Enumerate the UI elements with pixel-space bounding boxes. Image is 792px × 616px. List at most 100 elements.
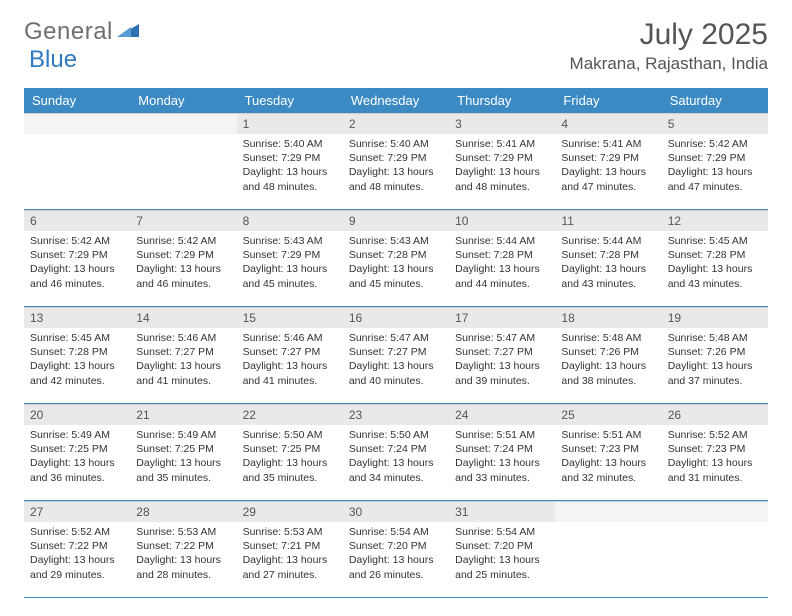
day-number: 20 xyxy=(24,404,130,425)
day-details: Sunrise: 5:45 AMSunset: 7:28 PMDaylight:… xyxy=(662,231,768,306)
day-details: Sunrise: 5:51 AMSunset: 7:24 PMDaylight:… xyxy=(449,425,555,500)
calendar-row: 6Sunrise: 5:42 AMSunset: 7:29 PMDaylight… xyxy=(24,210,768,307)
weekday-header: Tuesday xyxy=(237,88,343,113)
calendar-cell: 29Sunrise: 5:53 AMSunset: 7:21 PMDayligh… xyxy=(237,501,343,598)
day-details: Sunrise: 5:48 AMSunset: 7:26 PMDaylight:… xyxy=(555,328,661,403)
calendar-cell-empty: . xyxy=(662,501,768,598)
day-number: 1 xyxy=(237,113,343,134)
calendar-cell: 17Sunrise: 5:47 AMSunset: 7:27 PMDayligh… xyxy=(449,307,555,404)
logo-triangle-icon xyxy=(117,18,139,46)
calendar-cell: 18Sunrise: 5:48 AMSunset: 7:26 PMDayligh… xyxy=(555,307,661,404)
day-details: Sunrise: 5:53 AMSunset: 7:21 PMDaylight:… xyxy=(237,522,343,597)
calendar-row: 20Sunrise: 5:49 AMSunset: 7:25 PMDayligh… xyxy=(24,404,768,501)
day-number: 26 xyxy=(662,404,768,425)
calendar-cell: 2Sunrise: 5:40 AMSunset: 7:29 PMDaylight… xyxy=(343,113,449,210)
day-number: 14 xyxy=(130,307,236,328)
day-number: 7 xyxy=(130,210,236,231)
month-title: July 2025 xyxy=(570,18,768,52)
calendar-cell: 12Sunrise: 5:45 AMSunset: 7:28 PMDayligh… xyxy=(662,210,768,307)
calendar-cell-empty: . xyxy=(130,113,236,210)
day-details: Sunrise: 5:51 AMSunset: 7:23 PMDaylight:… xyxy=(555,425,661,500)
day-details: Sunrise: 5:42 AMSunset: 7:29 PMDaylight:… xyxy=(662,134,768,209)
day-number: 21 xyxy=(130,404,236,425)
title-block: July 2025 Makrana, Rajasthan, India xyxy=(570,18,768,74)
calendar-row: 27Sunrise: 5:52 AMSunset: 7:22 PMDayligh… xyxy=(24,501,768,598)
weekday-header: Wednesday xyxy=(343,88,449,113)
day-details: Sunrise: 5:47 AMSunset: 7:27 PMDaylight:… xyxy=(449,328,555,403)
day-details: Sunrise: 5:42 AMSunset: 7:29 PMDaylight:… xyxy=(130,231,236,306)
calendar-cell: 5Sunrise: 5:42 AMSunset: 7:29 PMDaylight… xyxy=(662,113,768,210)
day-details: Sunrise: 5:40 AMSunset: 7:29 PMDaylight:… xyxy=(343,134,449,209)
logo-text-2: Blue xyxy=(29,46,77,74)
day-number: 25 xyxy=(555,404,661,425)
day-details: Sunrise: 5:42 AMSunset: 7:29 PMDaylight:… xyxy=(24,231,130,306)
day-number: 31 xyxy=(449,501,555,522)
day-number: 13 xyxy=(24,307,130,328)
day-number: 12 xyxy=(662,210,768,231)
calendar-cell: 15Sunrise: 5:46 AMSunset: 7:27 PMDayligh… xyxy=(237,307,343,404)
day-details: Sunrise: 5:47 AMSunset: 7:27 PMDaylight:… xyxy=(343,328,449,403)
day-number: 17 xyxy=(449,307,555,328)
calendar-table: SundayMondayTuesdayWednesdayThursdayFrid… xyxy=(24,88,768,598)
logo-text-1: General xyxy=(24,18,113,46)
day-number: 19 xyxy=(662,307,768,328)
day-number: 8 xyxy=(237,210,343,231)
day-number: 9 xyxy=(343,210,449,231)
calendar-cell: 10Sunrise: 5:44 AMSunset: 7:28 PMDayligh… xyxy=(449,210,555,307)
day-details: Sunrise: 5:41 AMSunset: 7:29 PMDaylight:… xyxy=(449,134,555,209)
day-details: Sunrise: 5:41 AMSunset: 7:29 PMDaylight:… xyxy=(555,134,661,209)
calendar-cell: 28Sunrise: 5:53 AMSunset: 7:22 PMDayligh… xyxy=(130,501,236,598)
calendar-cell: 1Sunrise: 5:40 AMSunset: 7:29 PMDaylight… xyxy=(237,113,343,210)
day-number: 11 xyxy=(555,210,661,231)
calendar-cell: 8Sunrise: 5:43 AMSunset: 7:29 PMDaylight… xyxy=(237,210,343,307)
calendar-cell: 7Sunrise: 5:42 AMSunset: 7:29 PMDaylight… xyxy=(130,210,236,307)
calendar-cell: 27Sunrise: 5:52 AMSunset: 7:22 PMDayligh… xyxy=(24,501,130,598)
calendar-cell: 3Sunrise: 5:41 AMSunset: 7:29 PMDaylight… xyxy=(449,113,555,210)
day-number: 6 xyxy=(24,210,130,231)
calendar-cell: 14Sunrise: 5:46 AMSunset: 7:27 PMDayligh… xyxy=(130,307,236,404)
day-number: 29 xyxy=(237,501,343,522)
day-number: 10 xyxy=(449,210,555,231)
weekday-header: Friday xyxy=(555,88,661,113)
calendar-cell: 9Sunrise: 5:43 AMSunset: 7:28 PMDaylight… xyxy=(343,210,449,307)
weekday-header: Saturday xyxy=(662,88,768,113)
day-number: 23 xyxy=(343,404,449,425)
calendar-page: General July 2025 Makrana, Rajasthan, In… xyxy=(0,0,792,616)
day-details: Sunrise: 5:46 AMSunset: 7:27 PMDaylight:… xyxy=(130,328,236,403)
day-number: 22 xyxy=(237,404,343,425)
day-number: 5 xyxy=(662,113,768,134)
calendar-cell-empty: . xyxy=(24,113,130,210)
day-details: Sunrise: 5:44 AMSunset: 7:28 PMDaylight:… xyxy=(555,231,661,306)
calendar-cell: 20Sunrise: 5:49 AMSunset: 7:25 PMDayligh… xyxy=(24,404,130,501)
calendar-cell: 31Sunrise: 5:54 AMSunset: 7:20 PMDayligh… xyxy=(449,501,555,598)
day-details: Sunrise: 5:45 AMSunset: 7:28 PMDaylight:… xyxy=(24,328,130,403)
day-details: Sunrise: 5:54 AMSunset: 7:20 PMDaylight:… xyxy=(343,522,449,597)
day-number: 18 xyxy=(555,307,661,328)
weekday-header: Thursday xyxy=(449,88,555,113)
day-details: Sunrise: 5:50 AMSunset: 7:25 PMDaylight:… xyxy=(237,425,343,500)
calendar-cell: 26Sunrise: 5:52 AMSunset: 7:23 PMDayligh… xyxy=(662,404,768,501)
weekday-header: Monday xyxy=(130,88,236,113)
day-number: 28 xyxy=(130,501,236,522)
day-details: Sunrise: 5:53 AMSunset: 7:22 PMDaylight:… xyxy=(130,522,236,597)
day-details: Sunrise: 5:50 AMSunset: 7:24 PMDaylight:… xyxy=(343,425,449,500)
day-number: 27 xyxy=(24,501,130,522)
day-details: Sunrise: 5:54 AMSunset: 7:20 PMDaylight:… xyxy=(449,522,555,597)
day-number: 4 xyxy=(555,113,661,134)
day-details: Sunrise: 5:46 AMSunset: 7:27 PMDaylight:… xyxy=(237,328,343,403)
day-details: Sunrise: 5:43 AMSunset: 7:28 PMDaylight:… xyxy=(343,231,449,306)
day-details: Sunrise: 5:43 AMSunset: 7:29 PMDaylight:… xyxy=(237,231,343,306)
day-number: 15 xyxy=(237,307,343,328)
logo: General xyxy=(24,18,139,46)
day-details: Sunrise: 5:49 AMSunset: 7:25 PMDaylight:… xyxy=(130,425,236,500)
calendar-cell-empty: . xyxy=(555,501,661,598)
day-details: Sunrise: 5:49 AMSunset: 7:25 PMDaylight:… xyxy=(24,425,130,500)
calendar-cell: 13Sunrise: 5:45 AMSunset: 7:28 PMDayligh… xyxy=(24,307,130,404)
calendar-row: ..1Sunrise: 5:40 AMSunset: 7:29 PMDaylig… xyxy=(24,113,768,210)
day-details: Sunrise: 5:52 AMSunset: 7:23 PMDaylight:… xyxy=(662,425,768,500)
calendar-cell: 24Sunrise: 5:51 AMSunset: 7:24 PMDayligh… xyxy=(449,404,555,501)
day-number: 24 xyxy=(449,404,555,425)
day-number: 3 xyxy=(449,113,555,134)
day-number: 30 xyxy=(343,501,449,522)
calendar-cell: 6Sunrise: 5:42 AMSunset: 7:29 PMDaylight… xyxy=(24,210,130,307)
